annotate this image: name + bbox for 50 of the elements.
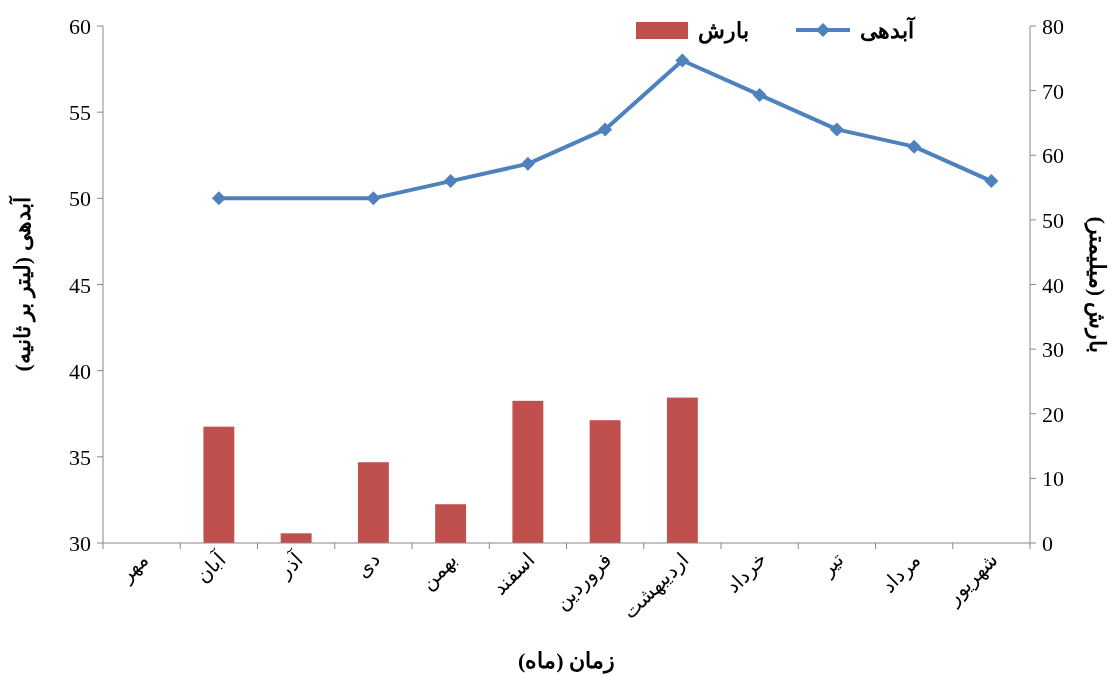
bar bbox=[203, 426, 235, 543]
bar bbox=[589, 420, 621, 543]
y-tick-label: 45 bbox=[69, 272, 91, 298]
y2-tick-label: 30 bbox=[1042, 337, 1064, 363]
x-tick-label: شهریور bbox=[941, 548, 1003, 610]
bar bbox=[666, 397, 698, 543]
point bbox=[520, 156, 535, 171]
point bbox=[752, 87, 767, 102]
y2-tick-label: 80 bbox=[1042, 14, 1064, 39]
bar bbox=[357, 462, 389, 543]
y2-tick-label: 50 bbox=[1042, 207, 1064, 233]
x-tick-label: فروردین bbox=[550, 548, 617, 615]
y-tick-label: 55 bbox=[69, 100, 91, 126]
point bbox=[907, 139, 922, 154]
point bbox=[211, 191, 226, 206]
y2-tick-label: 60 bbox=[1042, 143, 1064, 169]
legend-label: آبدهی bbox=[860, 16, 916, 43]
y-tick-label: 30 bbox=[69, 531, 91, 556]
point bbox=[366, 191, 381, 206]
x-tick-label: اردیبهشت bbox=[618, 548, 694, 624]
y2-tick-label: 70 bbox=[1042, 78, 1064, 104]
bar bbox=[435, 504, 467, 543]
point bbox=[829, 122, 844, 137]
x-tick-label: آذر bbox=[272, 546, 309, 583]
y-tick-label: 40 bbox=[69, 358, 91, 384]
x-tick-label: بهمن bbox=[416, 548, 463, 595]
x-tick-label: خرداد bbox=[721, 548, 772, 598]
bar bbox=[512, 400, 544, 543]
y2-tick-label: 10 bbox=[1042, 466, 1064, 492]
y2-tick-label: 20 bbox=[1042, 401, 1064, 427]
x-tick-label: اسفند bbox=[487, 548, 539, 600]
y-tick-label: 35 bbox=[69, 444, 91, 470]
y-tick-label: 50 bbox=[69, 186, 91, 212]
point bbox=[443, 174, 458, 189]
x-tick-label: مهر bbox=[114, 548, 154, 588]
point bbox=[984, 174, 999, 189]
legend-label: بارش bbox=[698, 18, 749, 44]
x-tick-label: تیر bbox=[815, 548, 849, 582]
point bbox=[675, 53, 690, 68]
y2-axis-title: بارش (میلیمتر) bbox=[1084, 216, 1110, 353]
point bbox=[598, 122, 613, 137]
x-tick-label: مرداد bbox=[876, 548, 926, 598]
y2-tick-label: 0 bbox=[1042, 531, 1053, 556]
y-tick-label: 60 bbox=[69, 14, 91, 39]
x-tick-label: آبان bbox=[190, 546, 231, 588]
bar bbox=[280, 533, 312, 543]
y-axis-title: آبدهی (لیتر بر ثانیه) bbox=[8, 195, 36, 372]
x-axis-title: زمان (ماه) bbox=[517, 648, 616, 674]
x-tick-label: دی bbox=[350, 548, 385, 582]
y2-tick-label: 40 bbox=[1042, 272, 1064, 298]
